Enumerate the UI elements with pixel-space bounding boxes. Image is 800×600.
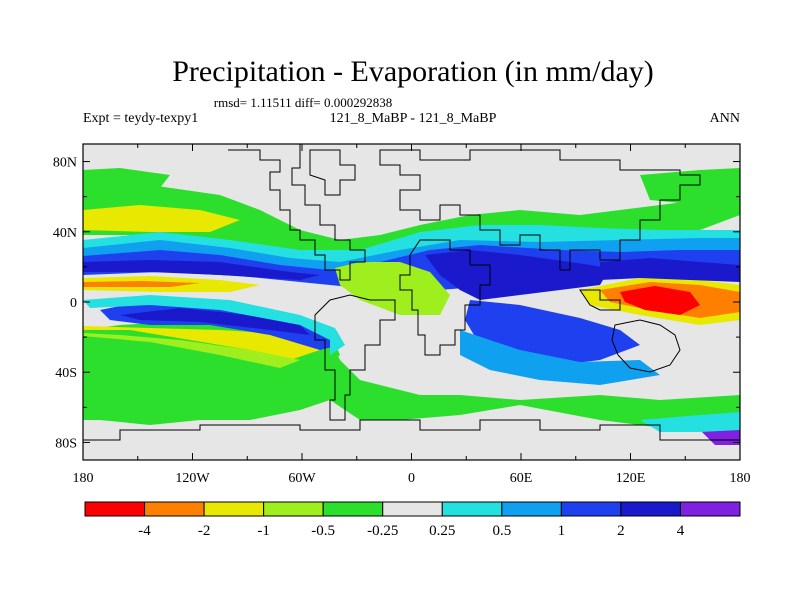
field-s-darkblue-band	[120, 308, 310, 335]
x-tick-label: 120W	[175, 471, 210, 486]
colorbar-swatch	[501, 501, 562, 517]
field-pacific-red	[620, 286, 700, 315]
colorbar-label: -0.5	[311, 523, 335, 539]
x-tick-label: 60W	[288, 471, 316, 486]
colorbar-label: -4	[138, 523, 151, 539]
field-southern-ocean-cyan	[640, 412, 740, 432]
case-label: 121_8_MaBP - 121_8_MaBP	[330, 111, 497, 126]
x-axis: 180 120W 60W 0 60E 120E 180	[73, 144, 751, 486]
chart-title: Precipitation - Evaporation (in mm/day)	[172, 55, 654, 88]
field-s-cyan-edge	[83, 295, 345, 355]
colorbar-swatch	[322, 501, 384, 517]
field-n-yellow-band	[83, 205, 240, 232]
season-label: ANN	[710, 111, 740, 126]
coast-maritime-continent	[579, 289, 621, 311]
colorbar-label: 0.5	[492, 523, 511, 539]
coast-africa	[399, 239, 491, 356]
y-tick-label: 0	[70, 296, 77, 311]
y-tick-label: 80N	[53, 156, 77, 171]
coast-greenland	[309, 149, 356, 196]
coast-south-america	[314, 294, 396, 421]
x-tick-label: 120E	[616, 471, 646, 486]
colorbar-swatch	[382, 501, 443, 517]
x-tick-label: 60E	[510, 471, 533, 486]
x-tick-label: 0	[408, 471, 415, 486]
x-tick-label: 180	[73, 471, 94, 486]
field-n-pacific-green	[640, 168, 740, 205]
colorbar-swatch	[441, 501, 503, 517]
coast-australia	[611, 319, 681, 373]
field-atlantic-green	[335, 262, 450, 315]
coastline-layer	[83, 144, 740, 441]
coast-north-america	[228, 144, 366, 281]
y-tick-label: 40N	[53, 226, 77, 241]
colorbar-label: -0.25	[367, 523, 398, 539]
field-eq-orange-band	[83, 281, 200, 287]
x-tick-label: 180	[730, 471, 751, 486]
field-indian-ocean-cyan	[460, 330, 660, 385]
field-s-yellow-1	[83, 326, 320, 360]
colorbar-label: 1	[558, 523, 566, 539]
colorbar-swatch	[203, 501, 265, 517]
colorbar-swatch	[620, 501, 681, 517]
colorbar: -4 -2 -1 -0.5 -0.25 0.25 0.5 1 2 4	[84, 501, 741, 539]
field-n-arctic-green	[83, 168, 170, 192]
colorbar-label: -1	[257, 523, 270, 539]
field-n-deepblue-band	[83, 260, 320, 280]
y-tick-label: 40S	[55, 366, 77, 381]
y-axis: 80N 40N 0 40S 80S	[53, 156, 740, 451]
chart-subtitle: rmsd= 1.11511 diff= 0.000292838	[214, 95, 392, 110]
expt-label: Expt = teydy-texpy1	[83, 111, 198, 126]
field-pacific-blue-north	[600, 258, 740, 282]
colorbar-label: 2	[617, 523, 625, 539]
colorbar-label: 0.25	[429, 523, 455, 539]
colorbar-swatch	[560, 501, 622, 517]
field-s-yellow-2	[83, 333, 300, 368]
field-africa-asia-blue	[425, 250, 610, 300]
colorbar-swatch	[679, 501, 741, 517]
colorbar-swatch	[263, 501, 324, 517]
map-panel	[83, 144, 740, 460]
colorbar-label: 4	[677, 523, 685, 539]
colorbar-swatch	[144, 501, 205, 517]
coast-eurasia	[379, 149, 701, 271]
coast-antarctica	[83, 419, 740, 441]
y-tick-label: 80S	[55, 436, 77, 451]
colorbar-swatch	[84, 501, 146, 517]
field-layer	[83, 168, 740, 445]
colorbar-label: -2	[198, 523, 211, 539]
